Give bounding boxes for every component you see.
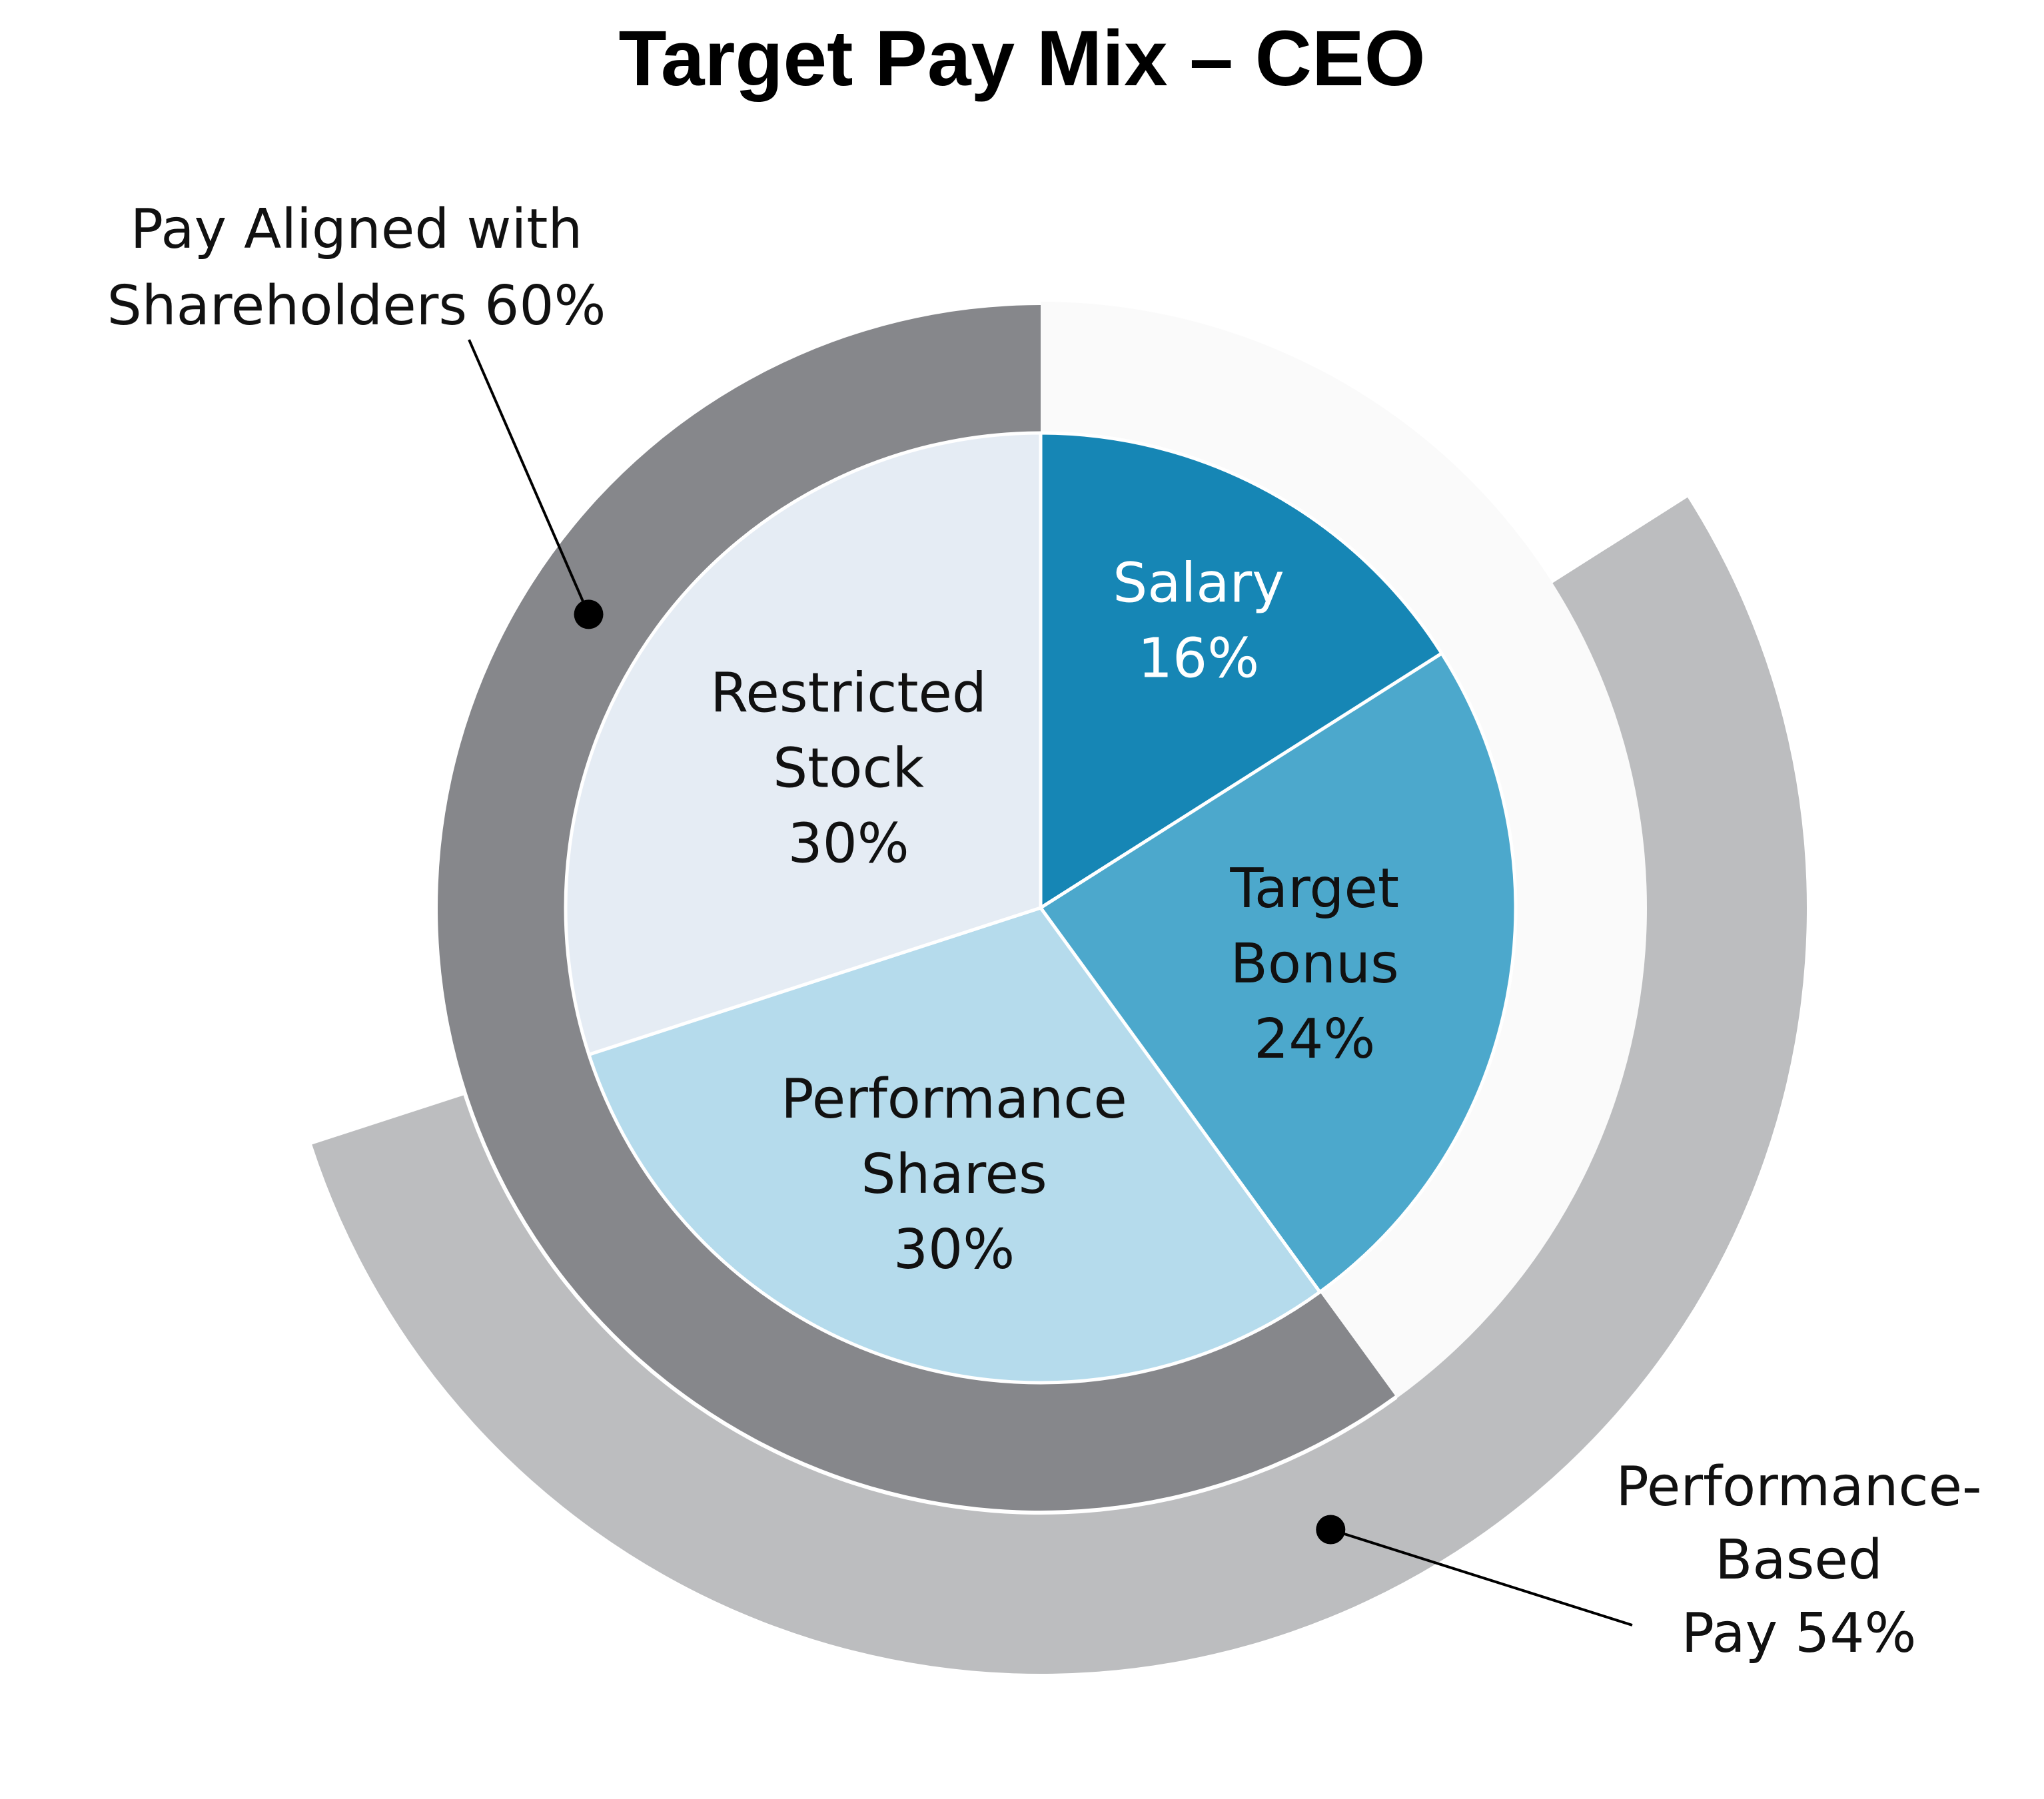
- slice-label-line: Performance: [781, 1068, 1127, 1131]
- slice-label-line: Bonus: [1231, 932, 1399, 996]
- slice-label-restricted-stock: Restricted Stock 30%: [710, 661, 987, 875]
- slice-label-line: Restricted: [710, 661, 987, 725]
- callouts-layer: Pay Aligned with Shareholders 60% Performa…: [107, 198, 1982, 1665]
- slice-label-line: 30%: [893, 1218, 1015, 1281]
- pie-layer: [564, 431, 1518, 1385]
- leader-line-performance-based-pay: [1330, 1528, 1633, 1626]
- callout-label-line: Based: [1715, 1529, 1883, 1592]
- slice-label-line: Salary: [1113, 551, 1284, 615]
- slice-target-bonus: [1039, 651, 1518, 1294]
- slice-labels-layer: Salary 16% Target Bonus 24% Performance Shares…: [710, 551, 1399, 1281]
- leader-line-pay-aligned-with-shareholders: [468, 339, 590, 615]
- callout-label-line: Pay 54%: [1682, 1602, 1917, 1665]
- slice-label-line: Target: [1229, 857, 1399, 920]
- leader-dot-pay-aligned-with-shareholders: [574, 599, 604, 629]
- callout-label-line: Shareholders 60%: [107, 274, 606, 338]
- slice-restricted-stock: [564, 431, 1043, 1056]
- slice-label-salary: Salary 16%: [1113, 551, 1284, 690]
- rings-layer: [312, 301, 1807, 1674]
- ring-performance-based-pay: [312, 497, 1807, 1674]
- chart-title: Target Pay Mix – CEO: [619, 15, 1426, 103]
- ring-pay-aligned-with-shareholders: [437, 305, 1395, 1511]
- ring-background-arc: [1041, 302, 1647, 1399]
- callout-label-line: Pay Aligned with: [131, 198, 583, 261]
- slice-salary: [1039, 431, 1444, 910]
- slice-label-line: Shares: [861, 1143, 1047, 1206]
- slice-label-target-bonus: Target Bonus 24%: [1229, 857, 1399, 1071]
- slice-label-line: 30%: [787, 812, 909, 875]
- leader-dot-performance-based-pay: [1316, 1515, 1346, 1545]
- callout-label-pay-aligned-with-shareholders: Pay Aligned with Shareholders 60%: [107, 198, 606, 338]
- slice-label-line: Stock: [773, 737, 924, 800]
- callout-label-performance-based-pay: Performance- Based Pay 54%: [1616, 1455, 1981, 1665]
- slice-label-performance-shares: Performance Shares 30%: [781, 1068, 1127, 1281]
- slice-performance-shares: [587, 906, 1322, 1385]
- slice-label-line: 16%: [1138, 627, 1259, 690]
- slice-label-line: 24%: [1254, 1008, 1375, 1071]
- callout-label-line: Performance-: [1616, 1455, 1981, 1519]
